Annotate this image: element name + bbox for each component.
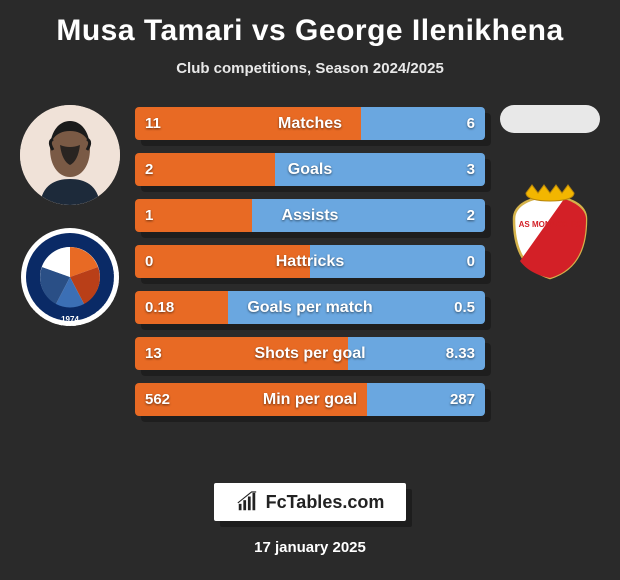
right-player-photo (500, 105, 600, 133)
stat-row: 116Matches (135, 107, 485, 140)
brand-chart-icon (236, 491, 258, 513)
date-label: 17 january 2025 (254, 539, 366, 556)
stat-row: 138.33Shots per goal (135, 337, 485, 370)
stat-value-left: 0 (145, 245, 153, 278)
brand-box: FcTables.com (214, 483, 407, 521)
stat-bar-right (310, 245, 485, 278)
right-player-column: AS MONACO FC (490, 99, 610, 281)
stat-row: 0.180.5Goals per match (135, 291, 485, 324)
left-player-photo (20, 105, 120, 205)
stat-bar-left (135, 245, 310, 278)
stat-value-right: 3 (467, 153, 475, 186)
right-club-badge: AS MONACO FC (500, 181, 600, 281)
stat-bar-left (135, 337, 348, 370)
stat-value-right: 6 (467, 107, 475, 140)
left-player-column: MONTPELLIER HERAULT SPORT CLUB 1974 (10, 99, 130, 327)
stat-row: 12Assists (135, 199, 485, 232)
left-club-badge: MONTPELLIER HERAULT SPORT CLUB 1974 (20, 227, 120, 327)
stat-bar-right (228, 291, 485, 324)
stat-value-left: 1 (145, 199, 153, 232)
page-title: Musa Tamari vs George Ilenikhena (56, 14, 563, 48)
stat-row: 00Hattricks (135, 245, 485, 278)
stat-value-right: 287 (450, 383, 475, 416)
stat-value-right: 8.33 (446, 337, 475, 370)
brand-label: FcTables.com (266, 492, 385, 513)
stat-bar-right (252, 199, 485, 232)
stat-value-left: 13 (145, 337, 162, 370)
stat-bar-left (135, 153, 275, 186)
stat-value-left: 0.18 (145, 291, 174, 324)
stat-bars: 116Matches23Goals12Assists00Hattricks0.1… (135, 107, 485, 416)
page-subtitle: Club competitions, Season 2024/2025 (176, 60, 444, 77)
stat-bar-right (275, 153, 485, 186)
footer: FcTables.com 17 january 2025 (214, 483, 407, 556)
stat-row: 23Goals (135, 153, 485, 186)
svg-text:1974: 1974 (61, 315, 79, 324)
stat-value-left: 2 (145, 153, 153, 186)
stat-value-left: 562 (145, 383, 170, 416)
svg-text:AS MONACO FC: AS MONACO FC (519, 220, 582, 229)
stat-value-right: 0.5 (454, 291, 475, 324)
comparison-content: MONTPELLIER HERAULT SPORT CLUB 1974 AS M… (0, 99, 620, 483)
stat-value-left: 11 (145, 107, 161, 140)
stat-bar-left (135, 107, 361, 140)
stat-value-right: 0 (467, 245, 475, 278)
stat-row: 562287Min per goal (135, 383, 485, 416)
stat-value-right: 2 (467, 199, 475, 232)
